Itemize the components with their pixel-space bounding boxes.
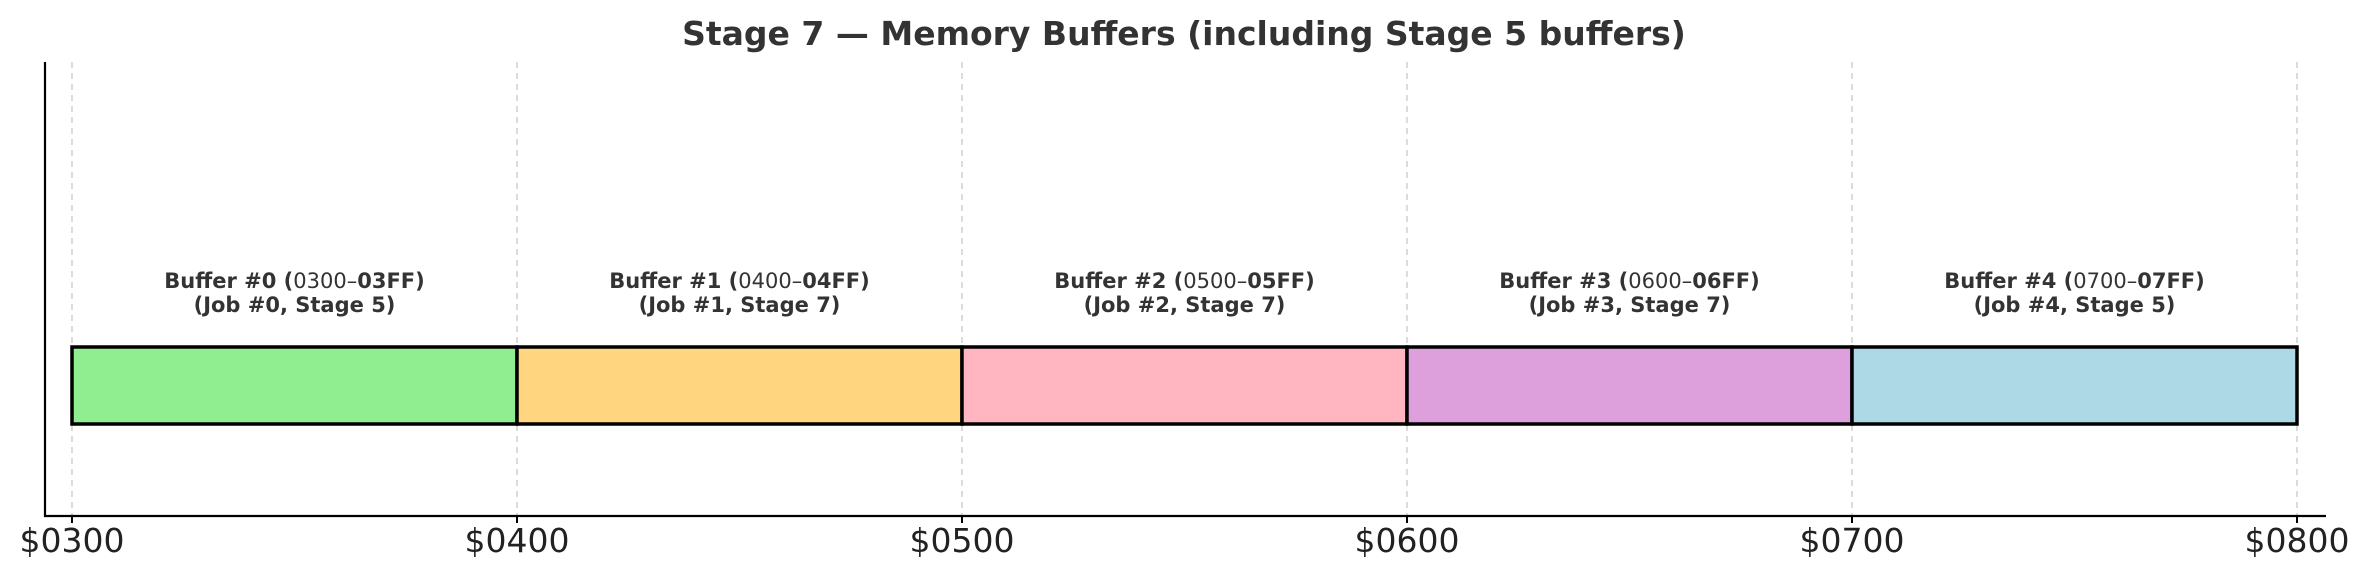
buffer-job-label-1: (Job #1, Stage 7)	[639, 293, 841, 317]
buffer-name: Buffer #4 (	[1944, 269, 2073, 293]
buffer-job-label-2: (Job #2, Stage 7)	[1084, 293, 1286, 317]
buffer-bar-3	[1405, 345, 1854, 426]
buffer-job-label-3: (Job #3, Stage 7)	[1529, 293, 1731, 317]
x-tick-label-4: $0700	[1800, 521, 1905, 560]
buffer-label-1: Buffer #1 (0400–04FF)	[609, 269, 869, 293]
chart-title: Stage 7 — Memory Buffers (including Stag…	[682, 14, 1686, 53]
buffer-name: Buffer #3 (	[1499, 269, 1628, 293]
buffer-label-2: Buffer #2 (0500–05FF)	[1054, 269, 1314, 293]
axes	[43, 62, 2326, 518]
buffer-bar-1	[515, 345, 964, 426]
buffer-name: Buffer #0 (	[164, 269, 293, 293]
buffer-bars	[70, 345, 2299, 426]
x-tick-label-2: $0500	[910, 521, 1015, 560]
buffer-name: Buffer #2 (	[1054, 269, 1183, 293]
buffer-job-label-4: (Job #4, Stage 5)	[1974, 293, 2176, 317]
x-tick-label-3: $0600	[1355, 521, 1460, 560]
buffer-range-start: 0400–	[738, 269, 802, 293]
buffer-range-end: 04FF)	[802, 269, 870, 293]
buffer-range-start: 0500–	[1183, 269, 1247, 293]
buffer-labels: Buffer #0 (0300–03FF)(Job #0, Stage 5)Bu…	[164, 269, 2204, 317]
buffer-range-start: 0300–	[293, 269, 357, 293]
x-axis-ticks: $0300 $0400 $0500 $0600 $0700 $0800	[20, 516, 2350, 560]
buffer-job-label-0: (Job #0, Stage 5)	[194, 293, 396, 317]
buffer-label-3: Buffer #3 (0600–06FF)	[1499, 269, 1759, 293]
x-tick-label-1: $0400	[465, 521, 570, 560]
x-tick-label-0: $0300	[20, 521, 125, 560]
buffer-name: Buffer #1 (	[609, 269, 738, 293]
buffer-label-4: Buffer #4 (0700–07FF)	[1944, 269, 2204, 293]
buffer-range-end: 07FF)	[2137, 269, 2205, 293]
buffer-range-start: 0700–	[2073, 269, 2137, 293]
buffer-range-start: 0600–	[1628, 269, 1692, 293]
buffer-bar-0	[70, 345, 519, 426]
x-tick-label-5: $0800	[2245, 521, 2350, 560]
buffer-range-end: 06FF)	[1692, 269, 1760, 293]
buffer-bar-4	[1850, 345, 2299, 426]
grid-lines	[71, 62, 2298, 516]
buffer-bar-2	[960, 345, 1409, 426]
buffer-label-0: Buffer #0 (0300–03FF)	[164, 269, 424, 293]
buffer-range-end: 03FF)	[357, 269, 425, 293]
buffer-range-end: 05FF)	[1247, 269, 1315, 293]
